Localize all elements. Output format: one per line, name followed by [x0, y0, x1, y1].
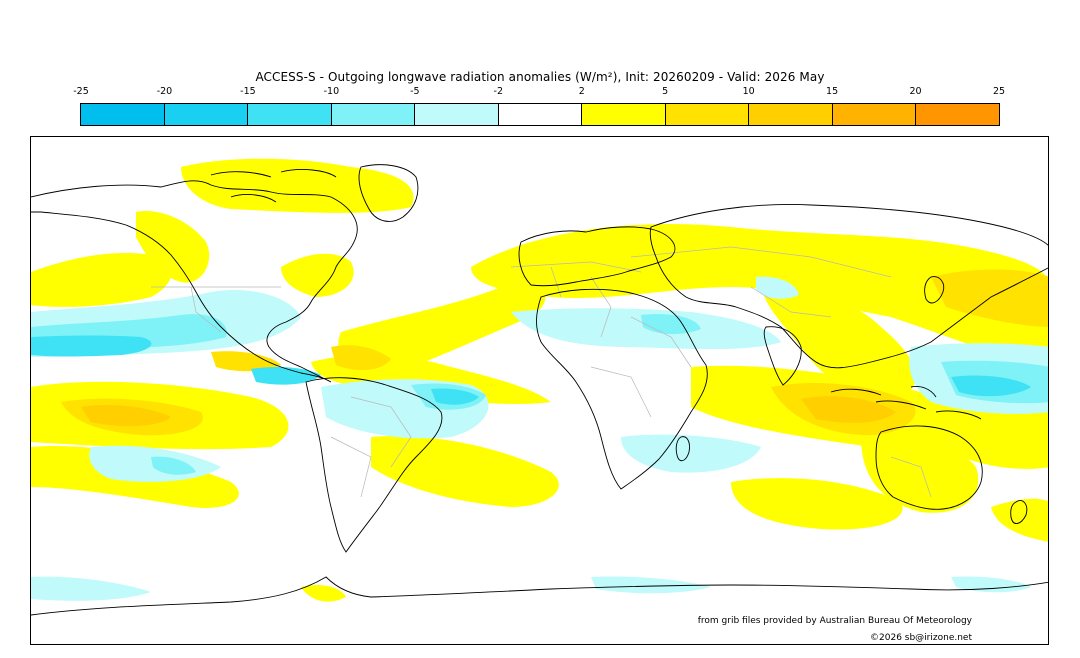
- antarctica-coast: [31, 576, 1048, 616]
- africa-coast: [536, 288, 708, 490]
- country-border: [330, 436, 372, 498]
- colorbar-segment: [582, 104, 666, 125]
- anomaly-negative-antarctic-3: [951, 576, 1031, 593]
- anomaly-western-canada: [136, 211, 210, 283]
- anomaly-india-se-asia: [761, 287, 916, 399]
- anomaly-negative-amazon-core: [431, 388, 479, 405]
- colorbar-segment: [749, 104, 833, 125]
- colorbar-tick-label: 5: [662, 86, 669, 97]
- japan-coast: [924, 276, 945, 304]
- anomaly-canadian-arctic: [181, 158, 414, 213]
- world-map: [30, 136, 1049, 645]
- country-border: [630, 246, 892, 278]
- new-zealand-coast: [1010, 500, 1028, 524]
- asia-coast: [649, 204, 1048, 369]
- country-border: [350, 396, 412, 468]
- country-border: [590, 276, 612, 338]
- anomaly-antarctic-peninsula: [301, 585, 346, 602]
- anomaly-core-caribbean: [331, 345, 391, 371]
- country-borders: [151, 246, 932, 498]
- greenland-coast: [358, 164, 419, 222]
- colorbar-segment: [331, 104, 416, 125]
- anomaly-negative-equatorial-pacific: [31, 335, 152, 357]
- anomaly-negative-southern-africa: [621, 434, 761, 473]
- australia-coast: [875, 425, 983, 510]
- country-border: [190, 286, 222, 333]
- colorbar-tick-label: -15: [240, 86, 256, 97]
- copyright-credit: ©2026 sb@irizone.net: [870, 633, 972, 643]
- anomaly-core-maritime-inner: [801, 396, 896, 423]
- anomaly-south-indian-ocean: [731, 478, 903, 530]
- colorbar-tick-label: 15: [826, 86, 839, 97]
- colorbar-segment: [498, 104, 583, 125]
- anomaly-negative-antarctic-2: [591, 576, 711, 594]
- maritime-islands: [830, 386, 982, 420]
- country-border: [590, 366, 652, 418]
- colorbar-segment: [665, 104, 750, 125]
- colorbar-tick-label: 25: [992, 86, 1006, 97]
- anomaly-southwest-pacific: [931, 404, 1048, 469]
- colorbar-tick-label: -20: [156, 86, 173, 97]
- coastlines: [31, 164, 1048, 616]
- south-america-coast: [305, 377, 443, 553]
- colorbar-segment: [248, 104, 332, 125]
- anomaly-negative-tibet: [756, 276, 799, 299]
- anomaly-south-pacific-east: [991, 498, 1048, 542]
- country-border: [750, 286, 832, 318]
- arctic-islands: [210, 169, 337, 203]
- anomaly-negative-equatorial-east: [251, 367, 321, 385]
- anomaly-negative-antarctic-1: [31, 576, 151, 601]
- anomaly-europe-asia: [471, 224, 1048, 367]
- colorbar-tick-label: 20: [909, 86, 922, 97]
- country-border: [630, 316, 692, 368]
- colorbar-segment: [916, 104, 1000, 125]
- data-source-credit: from grib files provided by Australian B…: [697, 616, 972, 626]
- map-canvas: [31, 158, 1048, 616]
- anomaly-north-pacific-east: [31, 252, 172, 307]
- europe-coast: [518, 226, 676, 287]
- anomaly-fill-layer: [31, 158, 1048, 602]
- anomaly-core-central-america: [211, 351, 281, 372]
- colorbar-tick-label: -5: [410, 86, 420, 97]
- anomaly-core-eastern-pacific-inner: [81, 405, 171, 427]
- colorbar-segment: [164, 104, 249, 125]
- anomaly-negative-south-pacific-mid: [151, 456, 196, 475]
- colorbar-tick-label: 2: [578, 86, 585, 97]
- colorbar-tick-label: -25: [73, 86, 89, 97]
- north-america-coast: [31, 180, 358, 383]
- madagascar-coast: [675, 436, 690, 462]
- colorbar-legend: -25 -20 -15 -10 -5 -2 2 5 10 15 20 25: [73, 86, 1005, 126]
- colorbar-segment: [832, 104, 917, 125]
- colorbar-segment: [415, 104, 499, 125]
- anomaly-south-atlantic: [371, 436, 559, 507]
- india-coast: [763, 326, 802, 386]
- anomaly-eastern-us: [281, 253, 354, 297]
- anomaly-negative-arabia: [641, 314, 701, 335]
- anomaly-australia: [861, 433, 979, 513]
- anomaly-negative-western-pacific-core: [951, 375, 1031, 397]
- anomaly-atlantic-band: [338, 282, 546, 378]
- country-border: [890, 456, 932, 498]
- colorbar-bar: [80, 103, 1000, 126]
- colorbar-tick-label: 10: [742, 86, 755, 97]
- colorbar-tick-label: -2: [493, 86, 504, 97]
- country-border: [510, 261, 642, 273]
- colorbar-tick-label: -10: [323, 86, 340, 97]
- chart-title: ACCESS-S - Outgoing longwave radiation a…: [255, 70, 825, 84]
- anomaly-negative-sahel-arabia: [511, 308, 781, 350]
- colorbar-segment: [81, 104, 165, 125]
